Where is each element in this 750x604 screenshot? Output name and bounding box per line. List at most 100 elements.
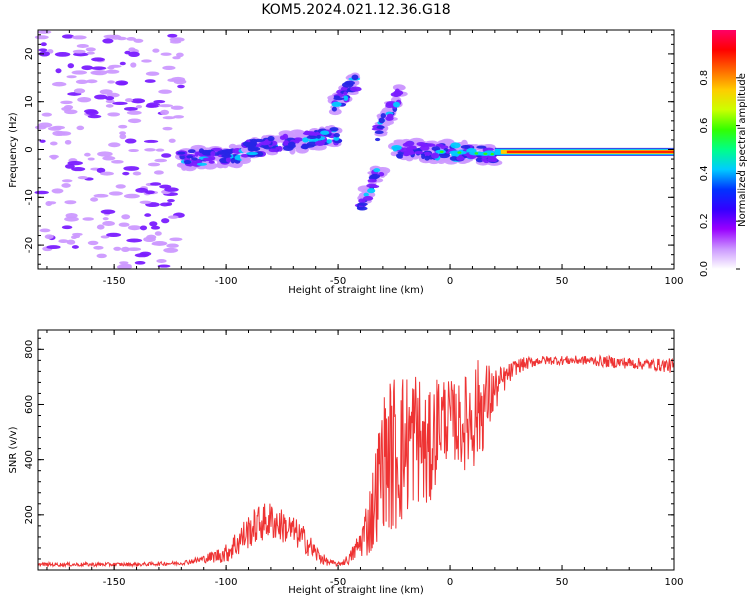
noise-blob [173, 115, 185, 119]
noise-blob [119, 61, 126, 66]
segment-f-core [456, 155, 465, 161]
segment-f-core [435, 143, 444, 148]
segment-e-core [385, 116, 394, 121]
spectrogram-ytick-label: -10 [24, 189, 35, 205]
noise-blob [38, 51, 51, 57]
noise-blob [38, 48, 48, 52]
segment-f-core [450, 142, 461, 149]
spectrogram-xtick-label: 50 [556, 276, 569, 287]
snr-ytick-label: 200 [24, 505, 35, 524]
noise-blob [73, 52, 89, 57]
snr-panel: -150 -100 -50 0 50 100 200 400 600 800 Height of … [8, 329, 684, 596]
segment-f-peak-center [483, 152, 488, 155]
noise-blob [72, 49, 86, 54]
noise-blob [96, 253, 107, 259]
segment-b-core [246, 151, 259, 156]
segment-f-core [449, 156, 459, 161]
noise-blob [156, 259, 167, 263]
noise-blob [123, 166, 140, 171]
noise-blob [118, 222, 130, 227]
segment-f-core [424, 155, 430, 161]
noise-blob [135, 187, 149, 193]
segment-f-peak-center [457, 151, 462, 154]
noise-blob [91, 57, 105, 62]
noise-blob [145, 104, 157, 108]
noise-blob [106, 232, 122, 238]
noise-blob [167, 215, 179, 219]
noise-blob [108, 142, 121, 148]
snr-ytick-label: 800 [24, 340, 35, 359]
noise-blob [55, 68, 62, 74]
segment-f-core [421, 153, 426, 160]
snr-frame [37, 329, 675, 571]
figure-title: KOM5.2024.021.12.36.G18 [261, 2, 450, 18]
noise-blob [145, 71, 160, 76]
noise-blob [169, 40, 182, 44]
colorbar-tick-label: 0.6 [699, 118, 710, 134]
noise-blob [97, 151, 113, 157]
noise-blob [126, 238, 143, 243]
colorbar-tick-label: 0.8 [699, 70, 710, 86]
snr-ylabel: SNR (v/v) [8, 426, 19, 473]
noise-blob [64, 139, 72, 145]
noise-blob [134, 260, 146, 265]
noise-blob [51, 188, 64, 194]
noise-blob [90, 197, 99, 202]
noise-blob [154, 231, 162, 236]
snr-ticks: -150 -100 -50 0 50 100 200 400 600 800 [24, 330, 684, 588]
noise-blob [38, 122, 53, 128]
noise-blob [166, 243, 179, 248]
segment-b-core [320, 130, 330, 135]
noise-blob [153, 170, 164, 175]
segment-c-core [349, 86, 362, 92]
segment-c-halo [328, 108, 342, 116]
spectrogram-ytick-label: 0 [24, 146, 35, 152]
segment-f-peak-center [439, 150, 444, 153]
snr-data [37, 354, 675, 569]
noise-blob [115, 184, 126, 189]
segment-b-core [283, 140, 290, 147]
segment-f-peak-center [474, 152, 479, 155]
segment-b-core [294, 137, 300, 144]
segment-d-core [362, 196, 374, 201]
noise-blob [126, 110, 142, 115]
segment-c-core [343, 95, 349, 101]
noise-blob [123, 106, 138, 111]
noise-blob [119, 133, 127, 140]
snr-plot-area [38, 330, 674, 570]
segment-a-core [225, 157, 232, 163]
noise-blob [176, 52, 184, 58]
segment-d-core [357, 202, 368, 206]
segment-c-core [351, 74, 359, 81]
noise-blob [93, 193, 109, 198]
noise-blob [164, 187, 179, 192]
noise-blob [127, 225, 142, 231]
segment-b-halo [278, 130, 294, 137]
noise-blob [127, 118, 142, 124]
noise-blob [72, 232, 83, 236]
segment-b-core [250, 147, 259, 152]
segment-f-core [481, 157, 487, 162]
segment-a-core [194, 151, 199, 157]
noise-blob [124, 98, 134, 103]
noise-blob [71, 245, 79, 249]
noise-blob [76, 44, 89, 48]
noise-blob [58, 239, 69, 244]
segment-e-core [378, 117, 385, 124]
noise-blob [130, 62, 137, 68]
noise-blob [152, 48, 160, 53]
snr-ytick-label: 600 [24, 395, 35, 414]
snr-xtick-label: -50 [330, 577, 346, 588]
segment-f-core [405, 149, 415, 156]
noise-blob [167, 78, 177, 82]
segment-b-core [287, 141, 296, 147]
segment-b-core [302, 137, 309, 143]
snr-xlabel: Height of straight line (km) [288, 585, 424, 596]
noise-blob [123, 193, 140, 199]
segment-b-core [333, 132, 340, 138]
segment-f-core [408, 145, 414, 150]
colorbar-tick-label: 0.4 [699, 165, 710, 181]
